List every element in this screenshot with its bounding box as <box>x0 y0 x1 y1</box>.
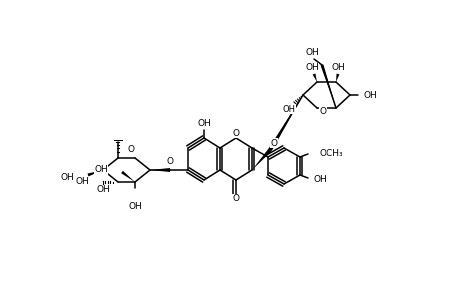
Polygon shape <box>87 170 103 176</box>
Text: OH: OH <box>304 48 318 57</box>
Text: OH: OH <box>304 63 318 72</box>
Text: OH: OH <box>60 172 74 182</box>
Text: OH: OH <box>282 104 295 113</box>
Text: OH: OH <box>330 63 344 72</box>
Polygon shape <box>335 74 339 82</box>
Polygon shape <box>121 171 134 182</box>
Text: O: O <box>166 158 173 166</box>
Polygon shape <box>268 95 302 151</box>
Text: OH: OH <box>96 185 110 194</box>
Polygon shape <box>252 149 271 170</box>
Text: O: O <box>232 194 239 203</box>
Text: O: O <box>232 129 239 138</box>
Text: O: O <box>319 107 326 116</box>
Text: OH: OH <box>128 202 141 211</box>
Polygon shape <box>320 64 335 108</box>
Text: OH: OH <box>75 178 89 187</box>
Text: O: O <box>127 146 134 154</box>
Polygon shape <box>150 168 170 172</box>
Text: OH: OH <box>197 119 210 128</box>
Polygon shape <box>312 74 316 82</box>
Text: OCH₃: OCH₃ <box>319 148 343 158</box>
Text: OH: OH <box>363 91 377 100</box>
Text: OH: OH <box>94 166 108 175</box>
Text: O: O <box>270 139 277 148</box>
Text: OH: OH <box>313 176 327 184</box>
